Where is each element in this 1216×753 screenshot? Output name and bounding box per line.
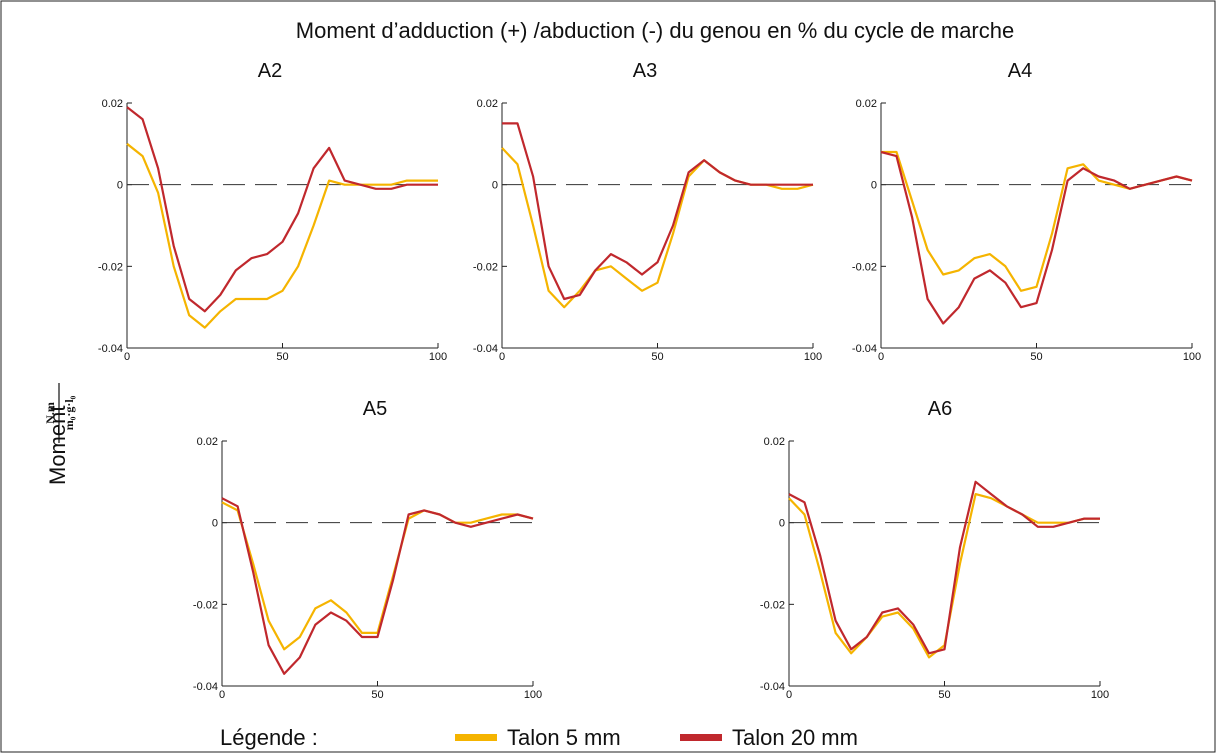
x-tick-label: 100 bbox=[804, 351, 822, 363]
series-line bbox=[788, 480, 1100, 655]
y-tick-label: 0.02 bbox=[764, 436, 785, 448]
y-label-text: Moment bbox=[45, 406, 70, 485]
panel-title: A2 bbox=[258, 60, 282, 82]
y-tick-label: 0 bbox=[117, 180, 123, 192]
series-line bbox=[221, 501, 534, 651]
panel-title: A6 bbox=[928, 398, 952, 420]
series-line bbox=[126, 142, 438, 329]
y-tick-label: -0.02 bbox=[473, 261, 498, 273]
x-tick-label: 50 bbox=[651, 351, 663, 363]
y-tick-label: -0.02 bbox=[98, 261, 123, 273]
series-line bbox=[221, 497, 534, 675]
legend-entry: Talon 5 mm bbox=[507, 725, 621, 750]
y-tick-label: -0.02 bbox=[193, 599, 218, 611]
y-tick-label: 0 bbox=[779, 518, 785, 530]
legend-swatch bbox=[680, 734, 722, 741]
x-tick-label: 0 bbox=[499, 351, 505, 363]
legend-swatch bbox=[455, 734, 497, 741]
series-line bbox=[788, 493, 1100, 659]
x-tick-label: 50 bbox=[276, 351, 288, 363]
y-label: Moment N.m m₀·g·l₀ bbox=[43, 383, 76, 485]
x-tick-label: 100 bbox=[429, 351, 447, 363]
y-tick-label: 0 bbox=[871, 180, 877, 192]
y-tick-label: -0.04 bbox=[98, 343, 123, 355]
x-tick-label: 50 bbox=[371, 689, 383, 701]
x-tick-label: 100 bbox=[1183, 351, 1201, 363]
x-tick-label: 0 bbox=[219, 689, 225, 701]
x-tick-label: 0 bbox=[878, 351, 884, 363]
y-tick-label: -0.04 bbox=[852, 343, 877, 355]
panel-title: A4 bbox=[1008, 60, 1032, 82]
y-tick-label: 0.02 bbox=[197, 436, 218, 448]
x-tick-label: 0 bbox=[786, 689, 792, 701]
series-line bbox=[502, 122, 813, 301]
series-line bbox=[881, 150, 1193, 292]
x-tick-label: 100 bbox=[524, 689, 542, 701]
y-tick-label: -0.02 bbox=[852, 261, 877, 273]
figure-title: Moment d’adduction (+) /abduction (-) du… bbox=[296, 18, 1014, 43]
series-line bbox=[126, 106, 438, 313]
y-tick-label: 0.02 bbox=[102, 98, 123, 110]
x-tick-label: 50 bbox=[1030, 351, 1042, 363]
x-tick-label: 0 bbox=[124, 351, 130, 363]
x-tick-label: 50 bbox=[938, 689, 950, 701]
legend-label: Légende : bbox=[220, 725, 318, 750]
y-tick-label: -0.04 bbox=[193, 681, 218, 693]
x-tick-label: 100 bbox=[1091, 689, 1109, 701]
legend-entry: Talon 20 mm bbox=[732, 725, 858, 750]
panel-title: A5 bbox=[363, 398, 387, 420]
y-tick-label: -0.04 bbox=[760, 681, 785, 693]
y-tick-label: 0.02 bbox=[856, 98, 877, 110]
y-tick-label: -0.04 bbox=[473, 343, 498, 355]
panel-title: A3 bbox=[633, 60, 657, 82]
series-line bbox=[880, 150, 1193, 325]
y-label-den: m₀·g·l₀ bbox=[62, 395, 76, 430]
y-tick-label: -0.02 bbox=[760, 599, 785, 611]
y-tick-label: 0 bbox=[492, 180, 498, 192]
y-tick-label: 0.02 bbox=[477, 98, 498, 110]
y-label-num: N.m bbox=[43, 402, 57, 424]
y-tick-label: 0 bbox=[212, 518, 218, 530]
series-line bbox=[501, 147, 814, 309]
